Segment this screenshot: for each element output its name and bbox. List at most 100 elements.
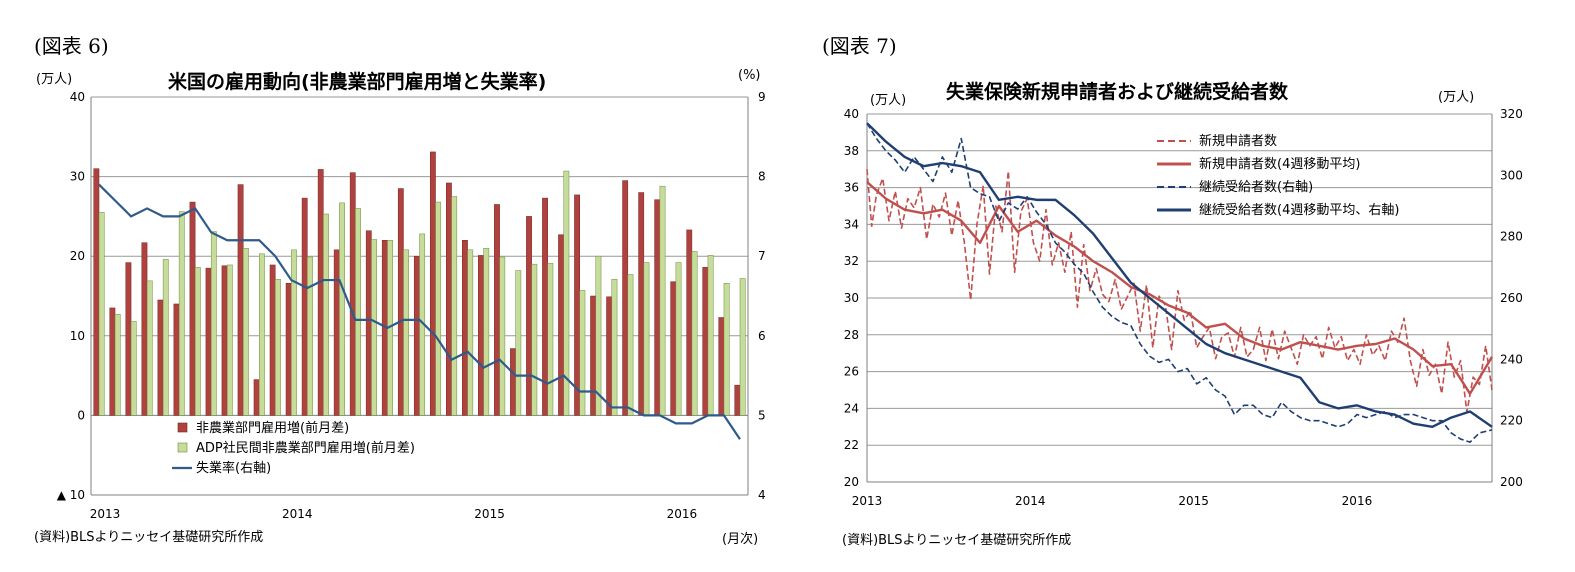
figure-6-label: (図表 6): [34, 34, 109, 58]
bar-nonfarm: [333, 249, 340, 416]
bar-adp: [194, 267, 201, 416]
figure-7-label: (図表 7): [822, 34, 897, 58]
left-tick-label: 22: [844, 438, 859, 452]
bar-nonfarm: [718, 317, 725, 416]
bar-nonfarm: [526, 216, 532, 416]
bar-adp: [595, 255, 602, 416]
bar-nonfarm: [702, 267, 709, 416]
bar-adp: [130, 321, 137, 416]
bar-adp: [563, 170, 570, 416]
bar-nonfarm: [734, 384, 741, 416]
bar-adp: [579, 290, 586, 416]
series-line-weekly: [866, 122, 1493, 443]
figure-7-right-unit: (万人): [1438, 90, 1475, 105]
bar-nonfarm: [317, 169, 324, 416]
bar-adp: [627, 274, 634, 416]
x-tick-label: 2013: [852, 494, 883, 508]
figure-6-panel: (図表 6) 米国の雇用動向(非農業部門雇用増と失業率) (万人) (%) 40…: [34, 34, 766, 547]
figure-7-left-unit: (万人): [870, 93, 907, 108]
bar-adp: [499, 256, 506, 416]
bar-nonfarm: [478, 255, 484, 416]
bar-adp: [259, 253, 265, 416]
legend-label: 新規申請者数: [1199, 133, 1277, 149]
bar-adp: [162, 259, 169, 416]
left-tick-label: 0: [77, 408, 85, 422]
bar-nonfarm: [429, 151, 436, 416]
bar-adp: [675, 262, 682, 416]
bar-adp: [291, 249, 297, 416]
bar-nonfarm: [253, 379, 260, 416]
bar-adp: [307, 256, 313, 416]
figure-6-chart: 40 30 20 10 0 ▲ 10 9 8 7 6 5 4 2013 2014 2015 2016 非農業部門…: [57, 90, 766, 521]
bar-nonfarm: [446, 182, 452, 416]
bar-adp: [723, 283, 730, 416]
bar-adp: [114, 314, 121, 416]
bar-adp: [403, 249, 410, 416]
bar-nonfarm: [349, 172, 356, 416]
bar-nonfarm: [189, 201, 196, 416]
x-tick-label: 2015: [1178, 494, 1209, 508]
bar-nonfarm: [93, 168, 100, 416]
x-tick-label: 2016: [667, 507, 698, 521]
bar-adp: [371, 239, 377, 416]
figure-7-title: 失業保険新規申請者および継続受給者数: [946, 81, 1289, 103]
bar-adp: [451, 196, 458, 416]
bar-nonfarm: [269, 264, 276, 416]
bar-nonfarm: [670, 281, 677, 416]
bar-nonfarm: [285, 283, 292, 416]
figure-7-chart: 40 38 36 34 32 30 28 26 24 22 20 320 300 280 260 240 220…: [844, 107, 1523, 508]
bar-nonfarm: [109, 307, 116, 416]
bar-adp: [611, 279, 618, 416]
bar-adp: [98, 212, 105, 416]
bar-nonfarm: [590, 295, 597, 416]
x-tick-label: 2016: [1342, 494, 1373, 508]
legend-label: 継続受給者数(右軸): [1199, 180, 1313, 195]
bar-adp: [226, 264, 233, 416]
series-line-moving-average: [866, 181, 1494, 395]
bar-nonfarm: [686, 229, 693, 416]
right-tick-label: 200: [1500, 475, 1523, 489]
bar-nonfarm: [221, 265, 228, 416]
left-tick-label: 28: [844, 328, 859, 342]
right-tick-label: 8: [758, 170, 766, 184]
bar-nonfarm: [462, 240, 468, 416]
right-tick-label: 280: [1500, 230, 1523, 244]
right-tick-label: 220: [1500, 414, 1523, 428]
left-tick-label: 26: [844, 365, 859, 379]
left-tick-label: 38: [844, 144, 859, 158]
left-tick-label: 20: [844, 475, 859, 489]
series-line-moving-average: [866, 122, 1493, 428]
legend-label: 非農業部門雇用増(前月差): [196, 420, 349, 436]
figure-6-title: 米国の雇用動向(非農業部門雇用増と失業率): [168, 71, 547, 93]
bar-nonfarm: [397, 188, 404, 416]
right-tick-label: 320: [1500, 107, 1523, 121]
bar-adp: [323, 213, 329, 416]
x-tick-label: 2014: [282, 507, 313, 521]
bar-adp: [483, 247, 490, 416]
figure-7-panel: (図表 7) 失業保険新規申請者および継続受給者数 (万人) (万人) 40 38…: [790, 0, 1575, 572]
left-tick-label: 10: [70, 329, 85, 343]
left-tick-label: 34: [844, 217, 859, 231]
left-tick-label: 30: [844, 291, 859, 305]
legend-label: ADP社民間非農業部門雇用増(前月差): [196, 440, 415, 456]
bar-nonfarm: [173, 303, 180, 416]
bar-nonfarm: [622, 180, 629, 416]
left-tick-label: 40: [844, 107, 859, 121]
bar-adp: [547, 263, 554, 416]
bar-adp: [210, 231, 217, 416]
left-tick-label: 32: [844, 254, 859, 268]
bar-adp: [355, 208, 361, 416]
right-tick-label: 240: [1500, 352, 1523, 366]
bar-nonfarm: [413, 255, 420, 416]
legend-swatch: [177, 422, 188, 433]
legend-label: 失業率(右軸): [196, 460, 271, 476]
legend-swatch: [177, 442, 188, 453]
figure-6-left-unit: (万人): [36, 72, 73, 87]
bar-adp: [242, 247, 249, 416]
bar-nonfarm: [157, 299, 164, 416]
legend-label: 新規申請者数(4週移動平均): [1199, 156, 1360, 172]
left-tick-label: 30: [70, 170, 85, 184]
bar-adp: [339, 202, 345, 416]
bar-adp: [435, 201, 442, 416]
bar-adp: [707, 255, 714, 416]
